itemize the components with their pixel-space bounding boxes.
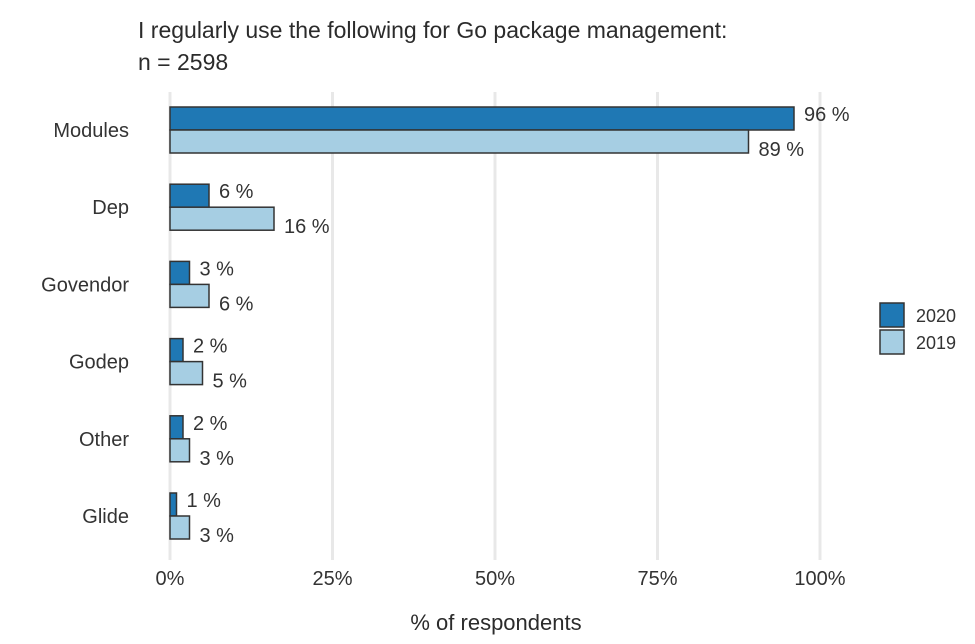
bar-2019-other — [169, 438, 191, 463]
data-label-2019: 6 % — [219, 293, 254, 315]
bar-2020-dep — [169, 183, 210, 208]
data-labels: 96 % 89 % 6 % 16 % 3 % 6 % 2 % 5 % 2 % 3 % 1 % 3 % — [187, 104, 850, 547]
bar-2019-dep — [169, 206, 275, 231]
legend-label-2020: 2020 — [916, 306, 956, 326]
data-label-2019: 3 % — [200, 525, 235, 547]
category-label: Other — [79, 429, 129, 451]
category-label: Dep — [92, 197, 129, 219]
chart-subtitle: n = 2598 — [138, 49, 229, 75]
category-label: Glide — [82, 506, 129, 528]
data-label-2020: 6 % — [219, 181, 254, 203]
data-label-2020: 1 % — [187, 490, 222, 512]
x-tick-label: 0% — [156, 568, 185, 590]
data-label-2020: 3 % — [200, 258, 235, 280]
bar-2020-govendor — [169, 260, 191, 286]
data-label-2019: 16 % — [284, 216, 330, 238]
category-label: Godep — [69, 352, 129, 374]
bar-2019-govendor — [169, 283, 210, 309]
bar-2019-godep — [169, 360, 204, 386]
legend-swatch-2020 — [879, 302, 905, 328]
category-labels: Modules Dep Govendor Godep Other Glide — [41, 120, 129, 528]
legend-label-2019: 2019 — [916, 333, 956, 353]
legend-swatch-2019 — [879, 329, 905, 355]
bar-2020-glide — [169, 492, 178, 517]
x-axis-title: % of respondents — [410, 610, 581, 635]
bars — [169, 106, 795, 540]
bar-2019-glide — [169, 515, 191, 540]
gridlines — [168, 92, 822, 560]
x-tick-label: 75% — [637, 568, 677, 590]
category-label: Modules — [53, 120, 129, 142]
x-tick-labels: 0% 25% 50% 75% 100% — [156, 568, 846, 590]
category-label: Govendor — [41, 274, 129, 296]
bar-2019-modules — [169, 129, 750, 154]
data-label-2020: 2 % — [193, 413, 228, 435]
legend: 2020 2019 — [879, 302, 956, 355]
x-tick-label: 25% — [312, 568, 352, 590]
data-label-2019: 5 % — [213, 371, 248, 393]
bar-2020-godep — [169, 337, 184, 363]
bar-2020-modules — [169, 106, 795, 131]
chart-title: I regularly use the following for Go pac… — [138, 17, 728, 43]
x-tick-label: 50% — [475, 568, 515, 590]
data-label-2020: 96 % — [804, 104, 850, 126]
data-label-2019: 89 % — [759, 139, 805, 161]
chart-title-block: I regularly use the following for Go pac… — [138, 14, 727, 78]
data-label-2020: 2 % — [193, 336, 228, 358]
data-label-2019: 3 % — [200, 448, 235, 470]
x-tick-label: 100% — [794, 568, 845, 590]
bar-2020-other — [169, 415, 184, 440]
